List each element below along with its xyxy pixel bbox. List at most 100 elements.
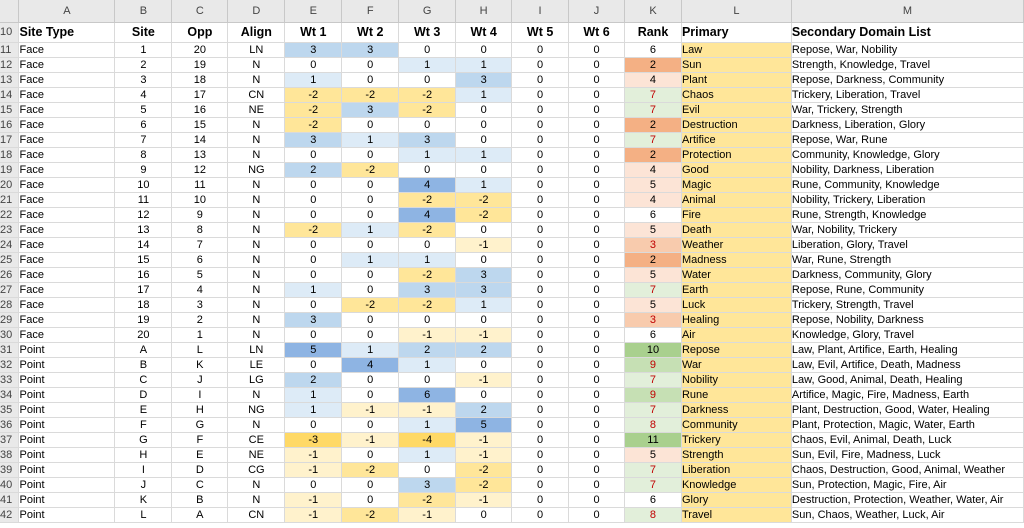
rank-cell[interactable]: 3 bbox=[624, 237, 682, 253]
row-number[interactable]: 28 bbox=[0, 297, 20, 313]
wt2-cell[interactable]: 0 bbox=[341, 177, 400, 193]
opp-cell[interactable]: 15 bbox=[171, 117, 229, 133]
opp-cell[interactable]: 9 bbox=[171, 207, 229, 223]
site-cell[interactable]: 14 bbox=[114, 237, 173, 253]
wt5-cell[interactable]: 0 bbox=[511, 252, 570, 268]
primary-domain-cell[interactable]: War bbox=[681, 357, 792, 373]
wt1-cell[interactable]: 1 bbox=[284, 387, 343, 403]
row-number[interactable]: 29 bbox=[0, 312, 20, 328]
site-cell[interactable]: C bbox=[114, 372, 173, 388]
wt5-cell[interactable]: 0 bbox=[511, 492, 570, 508]
opp-cell[interactable]: 18 bbox=[171, 72, 229, 88]
wt5-cell[interactable]: 0 bbox=[511, 447, 570, 463]
wt3-cell[interactable]: -2 bbox=[398, 297, 457, 313]
site-cell[interactable]: 5 bbox=[114, 102, 173, 118]
wt6-cell[interactable]: 0 bbox=[568, 102, 626, 118]
secondary-domain-cell[interactable]: Repose, Darkness, Community bbox=[791, 72, 1024, 88]
wt6-cell[interactable]: 0 bbox=[568, 267, 626, 283]
wt1-cell[interactable]: 3 bbox=[284, 132, 343, 148]
opp-cell[interactable]: G bbox=[171, 417, 229, 433]
row-number[interactable]: 25 bbox=[0, 252, 20, 268]
primary-domain-cell[interactable]: Community bbox=[681, 417, 792, 433]
wt2-cell[interactable]: 0 bbox=[341, 72, 400, 88]
rank-cell[interactable]: 9 bbox=[624, 357, 682, 373]
site-cell[interactable]: 19 bbox=[114, 312, 173, 328]
column-header-f[interactable]: F bbox=[341, 0, 400, 23]
header-wt2[interactable]: Wt 2 bbox=[341, 22, 400, 43]
primary-domain-cell[interactable]: Knowledge bbox=[681, 477, 792, 493]
site-cell[interactable]: J bbox=[114, 477, 173, 493]
site-type-cell[interactable]: Point bbox=[18, 492, 116, 508]
primary-domain-cell[interactable]: Magic bbox=[681, 177, 792, 193]
site-type-cell[interactable]: Point bbox=[18, 342, 116, 358]
align-cell[interactable]: N bbox=[227, 57, 286, 73]
wt2-cell[interactable]: -1 bbox=[341, 432, 400, 448]
header-wt1[interactable]: Wt 1 bbox=[284, 22, 343, 43]
site-type-cell[interactable]: Face bbox=[18, 72, 116, 88]
wt4-cell[interactable]: 3 bbox=[455, 72, 513, 88]
wt6-cell[interactable]: 0 bbox=[568, 57, 626, 73]
primary-domain-cell[interactable]: Air bbox=[681, 327, 792, 343]
wt6-cell[interactable]: 0 bbox=[568, 222, 626, 238]
opp-cell[interactable]: L bbox=[171, 342, 229, 358]
wt4-cell[interactable]: 1 bbox=[455, 147, 513, 163]
secondary-domain-cell[interactable]: War, Trickery, Strength bbox=[791, 102, 1024, 118]
wt6-cell[interactable]: 0 bbox=[568, 132, 626, 148]
rank-cell[interactable]: 4 bbox=[624, 162, 682, 178]
primary-domain-cell[interactable]: Rune bbox=[681, 387, 792, 403]
wt4-cell[interactable]: 0 bbox=[455, 132, 513, 148]
site-type-cell[interactable]: Face bbox=[18, 222, 116, 238]
opp-cell[interactable]: 14 bbox=[171, 132, 229, 148]
header-align[interactable]: Align bbox=[227, 22, 286, 43]
opp-cell[interactable]: 4 bbox=[171, 282, 229, 298]
secondary-domain-cell[interactable]: Repose, Rune, Community bbox=[791, 282, 1024, 298]
site-type-cell[interactable]: Face bbox=[18, 147, 116, 163]
rank-cell[interactable]: 7 bbox=[624, 102, 682, 118]
opp-cell[interactable]: C bbox=[171, 477, 229, 493]
secondary-domain-cell[interactable]: Sun, Evil, Fire, Madness, Luck bbox=[791, 447, 1024, 463]
wt4-cell[interactable]: -2 bbox=[455, 207, 513, 223]
rank-cell[interactable]: 7 bbox=[624, 462, 682, 478]
wt6-cell[interactable]: 0 bbox=[568, 297, 626, 313]
wt2-cell[interactable]: 0 bbox=[341, 327, 400, 343]
primary-domain-cell[interactable]: Death bbox=[681, 222, 792, 238]
wt3-cell[interactable]: 1 bbox=[398, 357, 457, 373]
site-cell[interactable]: 7 bbox=[114, 132, 173, 148]
wt5-cell[interactable]: 0 bbox=[511, 267, 570, 283]
site-cell[interactable]: B bbox=[114, 357, 173, 373]
wt1-cell[interactable]: -2 bbox=[284, 222, 343, 238]
site-type-cell[interactable]: Face bbox=[18, 162, 116, 178]
primary-domain-cell[interactable]: Nobility bbox=[681, 372, 792, 388]
secondary-domain-cell[interactable]: Law, Plant, Artifice, Earth, Healing bbox=[791, 342, 1024, 358]
rank-cell[interactable]: 4 bbox=[624, 72, 682, 88]
wt4-cell[interactable]: 1 bbox=[455, 57, 513, 73]
opp-cell[interactable]: A bbox=[171, 507, 229, 523]
wt3-cell[interactable]: 0 bbox=[398, 372, 457, 388]
wt6-cell[interactable]: 0 bbox=[568, 207, 626, 223]
align-cell[interactable]: NG bbox=[227, 402, 286, 418]
wt3-cell[interactable]: 4 bbox=[398, 177, 457, 193]
wt4-cell[interactable]: -2 bbox=[455, 462, 513, 478]
site-cell[interactable]: E bbox=[114, 402, 173, 418]
wt1-cell[interactable]: -1 bbox=[284, 507, 343, 523]
align-cell[interactable]: CE bbox=[227, 432, 286, 448]
wt3-cell[interactable]: -1 bbox=[398, 402, 457, 418]
wt6-cell[interactable]: 0 bbox=[568, 492, 626, 508]
opp-cell[interactable]: F bbox=[171, 432, 229, 448]
secondary-domain-cell[interactable]: Nobility, Trickery, Liberation bbox=[791, 192, 1024, 208]
rank-cell[interactable]: 7 bbox=[624, 87, 682, 103]
secondary-domain-cell[interactable]: Sun, Protection, Magic, Fire, Air bbox=[791, 477, 1024, 493]
wt3-cell[interactable]: 3 bbox=[398, 132, 457, 148]
secondary-domain-cell[interactable]: Trickery, Strength, Travel bbox=[791, 297, 1024, 313]
rank-cell[interactable]: 7 bbox=[624, 282, 682, 298]
wt5-cell[interactable]: 0 bbox=[511, 42, 570, 58]
opp-cell[interactable]: H bbox=[171, 402, 229, 418]
wt4-cell[interactable]: 1 bbox=[455, 177, 513, 193]
wt3-cell[interactable]: 3 bbox=[398, 282, 457, 298]
site-cell[interactable]: 13 bbox=[114, 222, 173, 238]
wt2-cell[interactable]: 0 bbox=[341, 312, 400, 328]
primary-domain-cell[interactable]: Good bbox=[681, 162, 792, 178]
wt2-cell[interactable]: 3 bbox=[341, 42, 400, 58]
wt1-cell[interactable]: -2 bbox=[284, 87, 343, 103]
wt4-cell[interactable]: -1 bbox=[455, 327, 513, 343]
